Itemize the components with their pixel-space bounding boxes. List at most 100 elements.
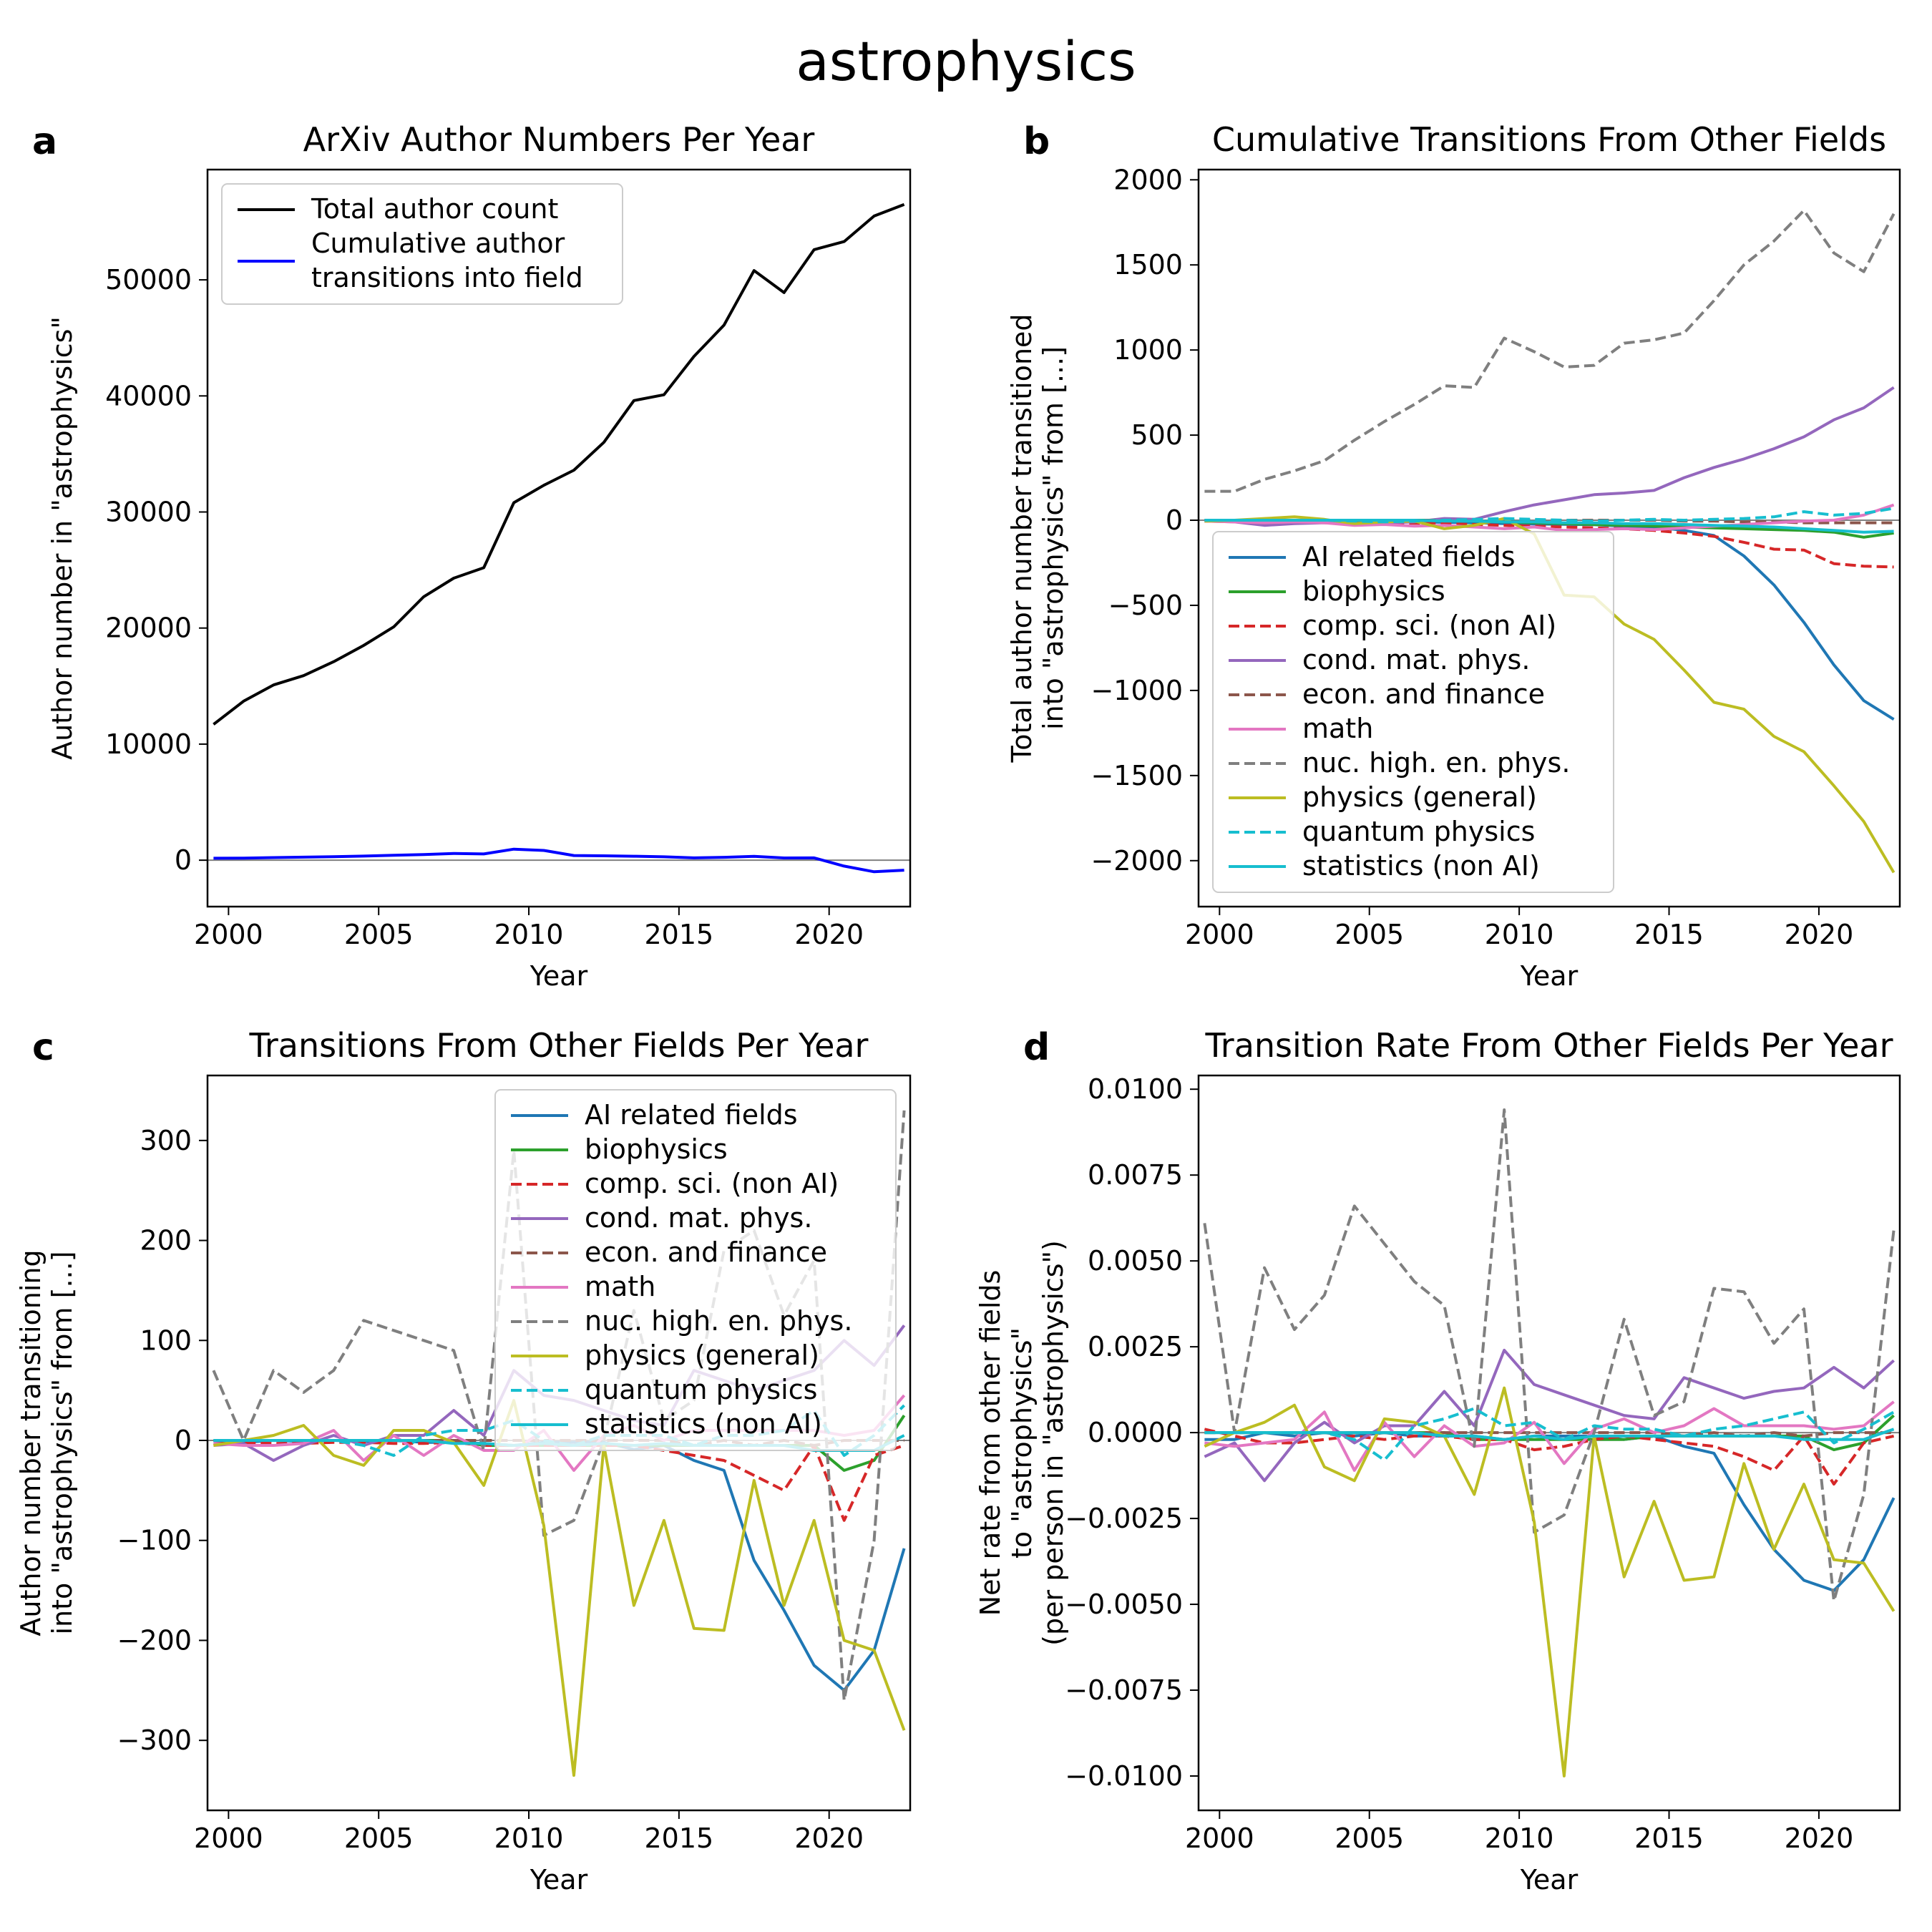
y-tick-label: 0 [175, 1425, 192, 1456]
series-line-2 [1204, 1428, 1895, 1486]
x-axis-label: Year [530, 960, 588, 992]
y-tick-label: 200 [140, 1225, 192, 1257]
y-tick-label: 0.0050 [1088, 1245, 1183, 1277]
x-axis-label: Year [1520, 960, 1579, 992]
x-tick-label: 2010 [1485, 919, 1554, 950]
legend-entry: Total author count [311, 193, 558, 225]
y-tick-label: 1000 [1113, 334, 1183, 366]
y-tick-label: 2000 [1113, 164, 1183, 195]
x-tick-label: 2015 [1634, 919, 1704, 950]
legend-entry: math [585, 1271, 655, 1302]
x-tick-label: 2000 [194, 919, 263, 950]
x-tick-label: 2005 [344, 1823, 414, 1854]
panel-label: b [1023, 120, 1050, 163]
axes-frame [206, 1074, 912, 1812]
y-tick-label: 0 [175, 844, 192, 876]
y-tick-label: −0.0100 [1065, 1760, 1183, 1792]
legend-entry: physics (general) [585, 1340, 819, 1371]
panel-d: d Transition Rate From Other Fields Per Y… [975, 1026, 1901, 1896]
y-tick-label: −2000 [1091, 845, 1183, 877]
y-tick-label: −1500 [1091, 760, 1183, 791]
y-tick-label: 40000 [105, 380, 192, 411]
x-tick-label: 2015 [645, 919, 714, 950]
x-tick-label: 2005 [1335, 1823, 1404, 1854]
series-line-3 [1204, 1348, 1895, 1483]
legend-entry: nuc. high. en. phys. [585, 1305, 852, 1337]
series-group [1204, 209, 1896, 874]
y-tick-label: −300 [117, 1724, 192, 1756]
chart-title: ArXiv Author Numbers Per Year [303, 120, 815, 159]
series-line-2 [213, 1439, 905, 1522]
series-line-9 [1204, 1428, 1895, 1441]
y-tick-label: 0.0025 [1088, 1331, 1183, 1362]
series-line-9 [1204, 519, 1894, 534]
legend-entry: cond. mat. phys. [1302, 644, 1530, 675]
y-axis-label: Author number transitioninginto "astroph… [15, 1249, 78, 1636]
y-axis-label: Net rate from other fieldsto "astrophysi… [975, 1240, 1069, 1646]
x-tick-label: 2000 [1185, 919, 1254, 950]
x-tick-label: 2005 [344, 919, 414, 950]
x-axis-label: Year [1520, 1864, 1579, 1896]
x-tick-label: 2020 [794, 919, 864, 950]
figure-title: astrophysics [796, 29, 1136, 93]
y-tick-label: 30000 [105, 497, 192, 528]
x-tick-label: 2010 [494, 919, 564, 950]
legend-entry: biophysics [585, 1133, 728, 1165]
y-tick-label: 0.0075 [1088, 1159, 1183, 1191]
y-tick-label: −0.0075 [1065, 1674, 1183, 1706]
panel-a: a ArXiv Author Numbers Per Year 2000 2005 20… [32, 120, 912, 992]
legend-entry: econ. and finance [1302, 678, 1545, 710]
legend-entry: Cumulative author transitions into field [311, 228, 583, 293]
y-tick-label: 500 [1131, 419, 1183, 451]
legend-entry: cond. mat. phys. [585, 1202, 812, 1234]
y-tick-label: 20000 [105, 613, 192, 644]
x-tick-label: 2020 [794, 1823, 864, 1854]
legend-entry: econ. and finance [585, 1236, 827, 1268]
legend-entry: nuc. high. en. phys. [1302, 747, 1570, 779]
legend-entry: biophysics [1302, 575, 1445, 607]
legend-box [1212, 531, 1614, 893]
series-line-5 [1204, 1400, 1895, 1472]
series-line-6 [1204, 209, 1896, 493]
chart-title: Cumulative Transitions From Other Fields [1212, 120, 1886, 159]
x-tick-label: 2015 [645, 1823, 714, 1854]
legend-entry: statistics (non AI) [1302, 850, 1540, 882]
series-line-5 [1204, 503, 1895, 532]
y-tick-label: 10000 [105, 728, 192, 760]
series-group [1203, 1108, 1896, 1777]
y-tick-label: −500 [1108, 590, 1183, 621]
legend-entry: comp. sci. (non AI) [1302, 610, 1556, 641]
panel-c: c Transitions From Other Fields Per Year 2… [15, 1026, 912, 1896]
axes-frame [1197, 168, 1901, 908]
y-tick-label: 300 [140, 1125, 192, 1156]
x-tick-label: 2020 [1785, 919, 1854, 950]
legend-box [221, 183, 623, 305]
y-tick-label: 0.0100 [1088, 1073, 1183, 1105]
series-group [213, 203, 905, 874]
series-line-0 [213, 203, 905, 726]
x-tick-label: 2010 [1485, 1823, 1554, 1854]
panel-label: d [1023, 1026, 1050, 1069]
series-line-1 [213, 847, 904, 874]
y-tick-label: 0 [1166, 504, 1183, 536]
series-line-7 [213, 1399, 906, 1777]
axes-frame [1197, 1074, 1901, 1812]
y-tick-label: 0.0000 [1088, 1417, 1183, 1448]
axes-frame [206, 168, 912, 908]
legend-entry: quantum physics [585, 1374, 817, 1405]
y-tick-label: −0.0025 [1065, 1503, 1183, 1534]
series-line-6 [1203, 1108, 1896, 1603]
legend-entry: math [1302, 713, 1373, 744]
x-tick-label: 2010 [494, 1823, 564, 1854]
x-tick-label: 2005 [1335, 919, 1404, 950]
chart-title: Transitions From Other Fields Per Year [249, 1026, 869, 1065]
x-axis-label: Year [530, 1864, 588, 1896]
x-tick-label: 2000 [1185, 1823, 1254, 1854]
series-line-7 [1204, 1386, 1896, 1777]
legend-entry: quantum physics [1302, 816, 1535, 847]
